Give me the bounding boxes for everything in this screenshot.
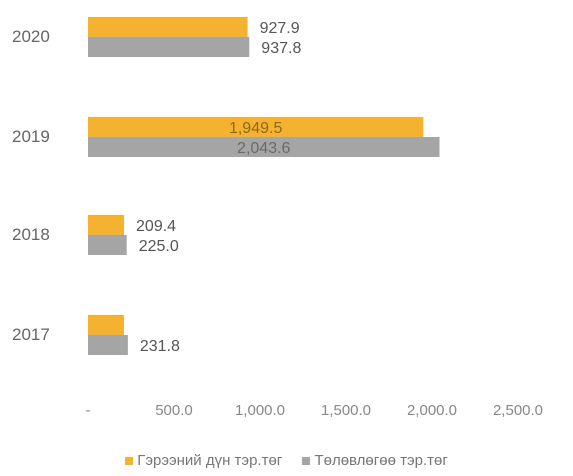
plan-label-2018: 225.0 bbox=[139, 238, 179, 255]
legend-item-plan: Төлөвлөгөө тэр.төг bbox=[302, 452, 448, 469]
legend-swatch-contract bbox=[125, 457, 134, 466]
plan-bar-2018 bbox=[88, 235, 127, 255]
plan-label-2020: 937.8 bbox=[261, 40, 301, 57]
legend-label-contract: Гэрээний дүн тэр.төг bbox=[137, 452, 283, 469]
contract-bar-2018 bbox=[88, 215, 125, 235]
category-label-2018: 2018 bbox=[12, 225, 50, 244]
contract-bar-2019 bbox=[88, 117, 424, 137]
contract-bar-2020 bbox=[88, 17, 248, 37]
plan-bar-2017 bbox=[88, 335, 128, 355]
legend-label-plan: Төлөвлөгөө тэр.төг bbox=[314, 452, 448, 469]
plan-label-2017: 231.8 bbox=[140, 338, 180, 355]
category-label-2019: 2019 bbox=[12, 127, 50, 146]
x-tick-label-2500: 2,500.0 bbox=[493, 402, 543, 419]
x-tick-label-2000: 2,000.0 bbox=[407, 402, 457, 419]
contract-label-2019: 1,949.5 bbox=[229, 120, 282, 137]
plan-bar-2019 bbox=[88, 137, 440, 157]
contract-label-2020: 927.9 bbox=[260, 20, 300, 37]
legend-swatch-plan bbox=[302, 457, 311, 466]
x-tick-label-0: - bbox=[86, 402, 91, 419]
legend-item-contract: Гэрээний дүн тэр.төг bbox=[125, 452, 282, 469]
x-tick-label-1500: 1,500.0 bbox=[321, 402, 371, 419]
chart-legend: Гэрээний дүн тэр.төг Төлөвлөгөө тэр.төг bbox=[0, 452, 573, 469]
contract-bar-2017 bbox=[88, 315, 125, 335]
category-label-2017: 2017 bbox=[12, 325, 50, 344]
category-label-2020: 2020 bbox=[12, 27, 50, 46]
x-tick-label-500: 500.0 bbox=[155, 402, 193, 419]
contract-label-2018: 209.4 bbox=[136, 218, 176, 235]
plan-label-2019: 2,043.6 bbox=[237, 140, 290, 157]
x-tick-label-1000: 1,000.0 bbox=[235, 402, 285, 419]
plan-bar-2020 bbox=[88, 37, 250, 57]
